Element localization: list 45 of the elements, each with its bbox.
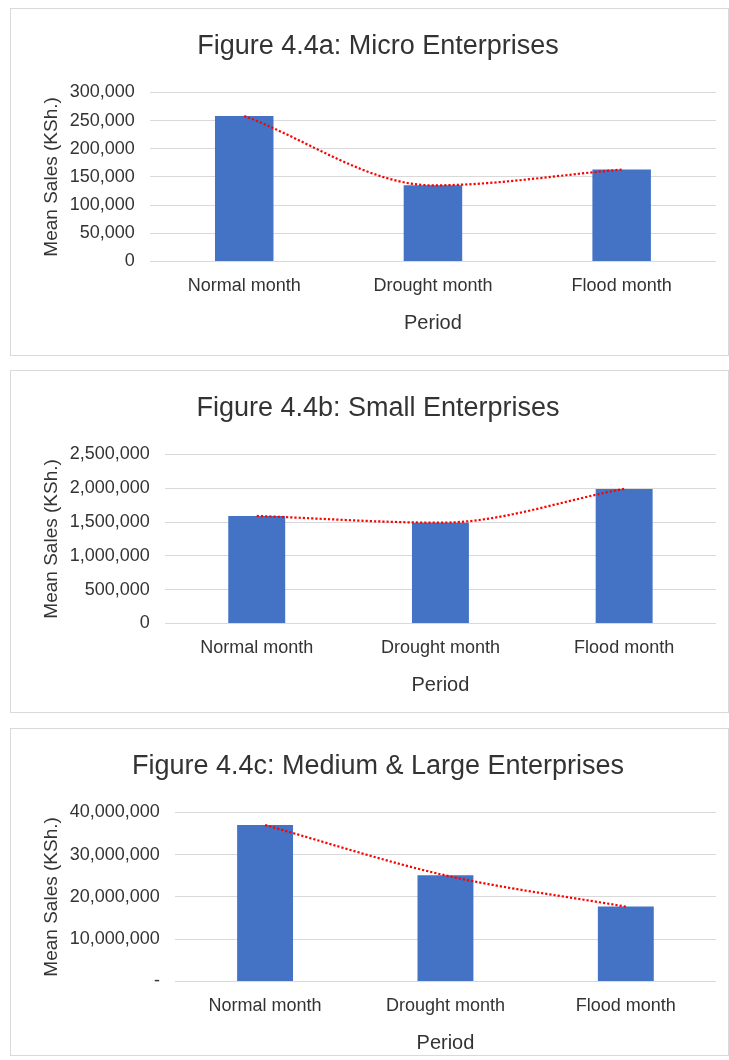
x-tick-label: Drought month bbox=[385, 995, 505, 1016]
y-tick-label: 300,000 bbox=[69, 81, 135, 102]
x-tick-label: Normal month bbox=[187, 275, 301, 296]
x-axis-title: Period bbox=[404, 310, 462, 333]
y-tick-label: 40,000,000 bbox=[69, 801, 160, 822]
bar bbox=[403, 185, 463, 261]
y-axis-title: Mean Sales (KSh.) bbox=[39, 97, 61, 257]
y-tick-label: 200,000 bbox=[69, 137, 135, 158]
y-axis-title: Mean Sales (KSh.) bbox=[39, 817, 61, 977]
x-axis-title: Period bbox=[416, 1030, 475, 1053]
x-tick-label: Drought month bbox=[380, 637, 500, 658]
x-axis-title: Period bbox=[411, 672, 470, 695]
x-tick-label: Drought month bbox=[373, 275, 493, 296]
y-tick-label: 10,000,000 bbox=[69, 928, 160, 949]
bar bbox=[597, 906, 654, 981]
bar bbox=[592, 169, 651, 261]
y-tick-label: 30,000,000 bbox=[69, 843, 160, 864]
y-tick-label: 2,500,000 bbox=[69, 443, 150, 464]
bar bbox=[228, 515, 286, 623]
y-tick-label: 500,000 bbox=[84, 578, 150, 599]
x-tick-label: Flood month bbox=[575, 995, 676, 1016]
y-tick-label: 0 bbox=[139, 612, 150, 633]
y-tick-label: 2,000,000 bbox=[69, 477, 150, 498]
y-tick-label: 1,000,000 bbox=[69, 544, 150, 565]
bar bbox=[237, 825, 294, 981]
y-axis-title: Mean Sales (KSh.) bbox=[39, 459, 61, 619]
chart-title: Figure 4.4c: Medium & Large Enterprises bbox=[131, 749, 625, 780]
y-tick-label: 50,000 bbox=[79, 222, 135, 243]
bar bbox=[411, 522, 469, 623]
y-tick-label: 20,000,000 bbox=[69, 885, 160, 906]
x-tick-label: Normal month bbox=[200, 637, 314, 658]
y-tick-label: 100,000 bbox=[69, 194, 135, 215]
bar bbox=[595, 488, 653, 623]
y-tick-label: 150,000 bbox=[69, 165, 135, 186]
y-tick-label: 1,500,000 bbox=[69, 510, 150, 531]
x-tick-label: Normal month bbox=[208, 995, 322, 1016]
bar bbox=[417, 875, 474, 981]
x-tick-label: Flood month bbox=[574, 637, 675, 658]
chart-title: Figure 4.4a: Micro Enterprises bbox=[197, 29, 559, 60]
y-tick-label: - bbox=[153, 970, 160, 991]
chart-title: Figure 4.4b: Small Enterprises bbox=[196, 391, 560, 422]
x-tick-label: Flood month bbox=[571, 275, 672, 296]
y-tick-label: 250,000 bbox=[69, 109, 135, 130]
y-tick-label: 0 bbox=[124, 250, 135, 271]
bar bbox=[214, 116, 274, 261]
